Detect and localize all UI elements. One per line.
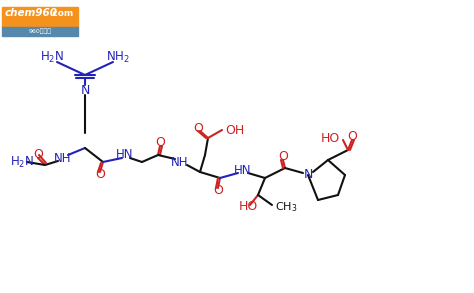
Text: O: O xyxy=(347,130,357,144)
Text: chem960: chem960 xyxy=(5,8,58,18)
Text: NH$_2$: NH$_2$ xyxy=(106,50,130,64)
Bar xyxy=(2,27,78,36)
Text: HO: HO xyxy=(238,200,258,214)
Text: N: N xyxy=(303,168,313,181)
Text: H$_2$N: H$_2$N xyxy=(10,154,34,170)
Text: O: O xyxy=(278,151,288,163)
Text: HN: HN xyxy=(116,149,134,161)
Text: HN: HN xyxy=(234,163,252,176)
Text: OH: OH xyxy=(225,124,244,137)
Text: H$_2$N: H$_2$N xyxy=(40,50,64,64)
Text: CH$_3$: CH$_3$ xyxy=(275,200,298,214)
Text: O: O xyxy=(155,137,165,149)
Text: O: O xyxy=(193,122,203,134)
Text: 960化工网: 960化工网 xyxy=(28,28,52,34)
Text: O: O xyxy=(95,168,105,181)
Text: .com: .com xyxy=(49,8,73,18)
Bar xyxy=(2,7,78,27)
Text: NH: NH xyxy=(171,156,189,168)
Text: N: N xyxy=(80,84,90,96)
Text: HO: HO xyxy=(321,132,340,144)
Text: NH: NH xyxy=(54,151,72,164)
Text: O: O xyxy=(33,149,43,161)
Text: O: O xyxy=(213,183,223,197)
